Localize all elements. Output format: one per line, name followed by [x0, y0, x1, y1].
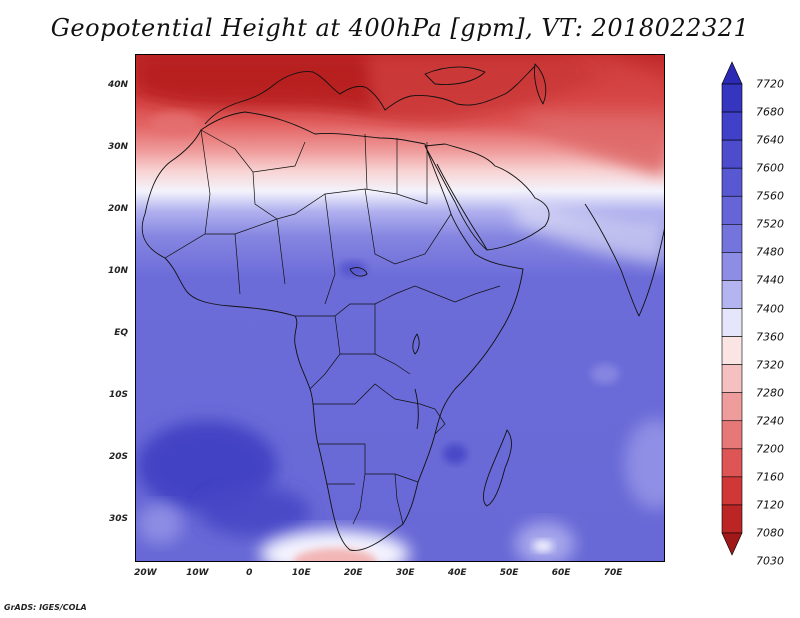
colorbar-cell [721, 195, 743, 225]
colorbar-cell [721, 476, 743, 506]
colorbar-label: 7200 [756, 442, 784, 456]
colorbar-cell [721, 448, 743, 478]
colorbar-cell [721, 336, 743, 365]
country-borders [164, 129, 501, 525]
colorbar-label: 7720 [756, 77, 784, 91]
colorbar-label: 7560 [756, 189, 784, 203]
map-title: Geopotential Height at 400hPa [gpm], VT:… [50, 14, 750, 42]
lat-tick-label: 30S [108, 513, 128, 524]
colorbar [721, 61, 743, 556]
colorbar-cell [721, 364, 743, 393]
colorbar-cell [721, 139, 743, 169]
colorbar-cell [721, 83, 743, 113]
colorbar-cell [721, 420, 743, 450]
colorbar-label: 7240 [756, 414, 784, 428]
colorbar-label: 7320 [756, 358, 784, 372]
map-panel [135, 54, 665, 562]
colorbar-label: 7640 [756, 133, 784, 147]
colorbar-cell [721, 167, 743, 197]
lon-tick-label: 40E [447, 568, 467, 578]
lon-tick-label: 50E [499, 568, 519, 578]
colorbar-cell [721, 224, 743, 253]
colorbar-label: 7480 [756, 245, 784, 259]
colorbar-cell [721, 504, 743, 534]
lon-tick-label: 20E [343, 568, 363, 578]
lat-tick-label: 20S [108, 451, 128, 462]
lat-tick-label: 10S [108, 389, 128, 400]
lat-tick-label: 40N [107, 79, 128, 90]
colorbar-label: 7080 [756, 526, 784, 540]
colorbar-label: 7280 [756, 386, 784, 400]
lon-tick-label: 30E [395, 568, 415, 578]
colorbar-label: 7360 [756, 330, 784, 344]
shaded-field [135, 54, 665, 562]
colorbar-cell [721, 308, 743, 337]
colorbar-label: 7440 [756, 273, 784, 287]
lat-tick-label: 30N [107, 141, 128, 152]
lon-tick-label: 60E [551, 568, 571, 578]
colorbar-cell [721, 532, 743, 556]
colorbar-label: 7030 [756, 554, 784, 568]
colorbar-cell [721, 111, 743, 141]
lon-tick-label: 10E [291, 568, 311, 578]
frame-ticks [135, 54, 665, 562]
lon-tick-label: 10W [186, 568, 209, 578]
colorbar-cell [721, 392, 743, 422]
lon-tick-label: 0 [246, 568, 253, 578]
coastlines [141, 63, 665, 551]
lat-tick-label: 20N [107, 203, 128, 214]
colorbar-label: 7160 [756, 470, 784, 484]
colorbar-label: 7600 [756, 161, 784, 175]
lat-tick-label: 10N [107, 265, 128, 276]
lon-tick-label: 20W [134, 568, 157, 578]
colorbar-cell [721, 61, 743, 85]
colorbar-label: 7520 [756, 217, 784, 231]
colorbar-label: 7680 [756, 105, 784, 119]
credit-label: GrADS: IGES/COLA [4, 603, 87, 612]
colorbar-label: 7400 [756, 302, 784, 315]
colorbar-label: 7120 [756, 498, 784, 512]
colorbar-cell [721, 252, 743, 281]
height-field-map [135, 54, 665, 562]
colorbar-cell [721, 280, 743, 309]
lat-tick-label: EQ [114, 327, 128, 338]
lon-tick-label: 70E [603, 568, 623, 578]
